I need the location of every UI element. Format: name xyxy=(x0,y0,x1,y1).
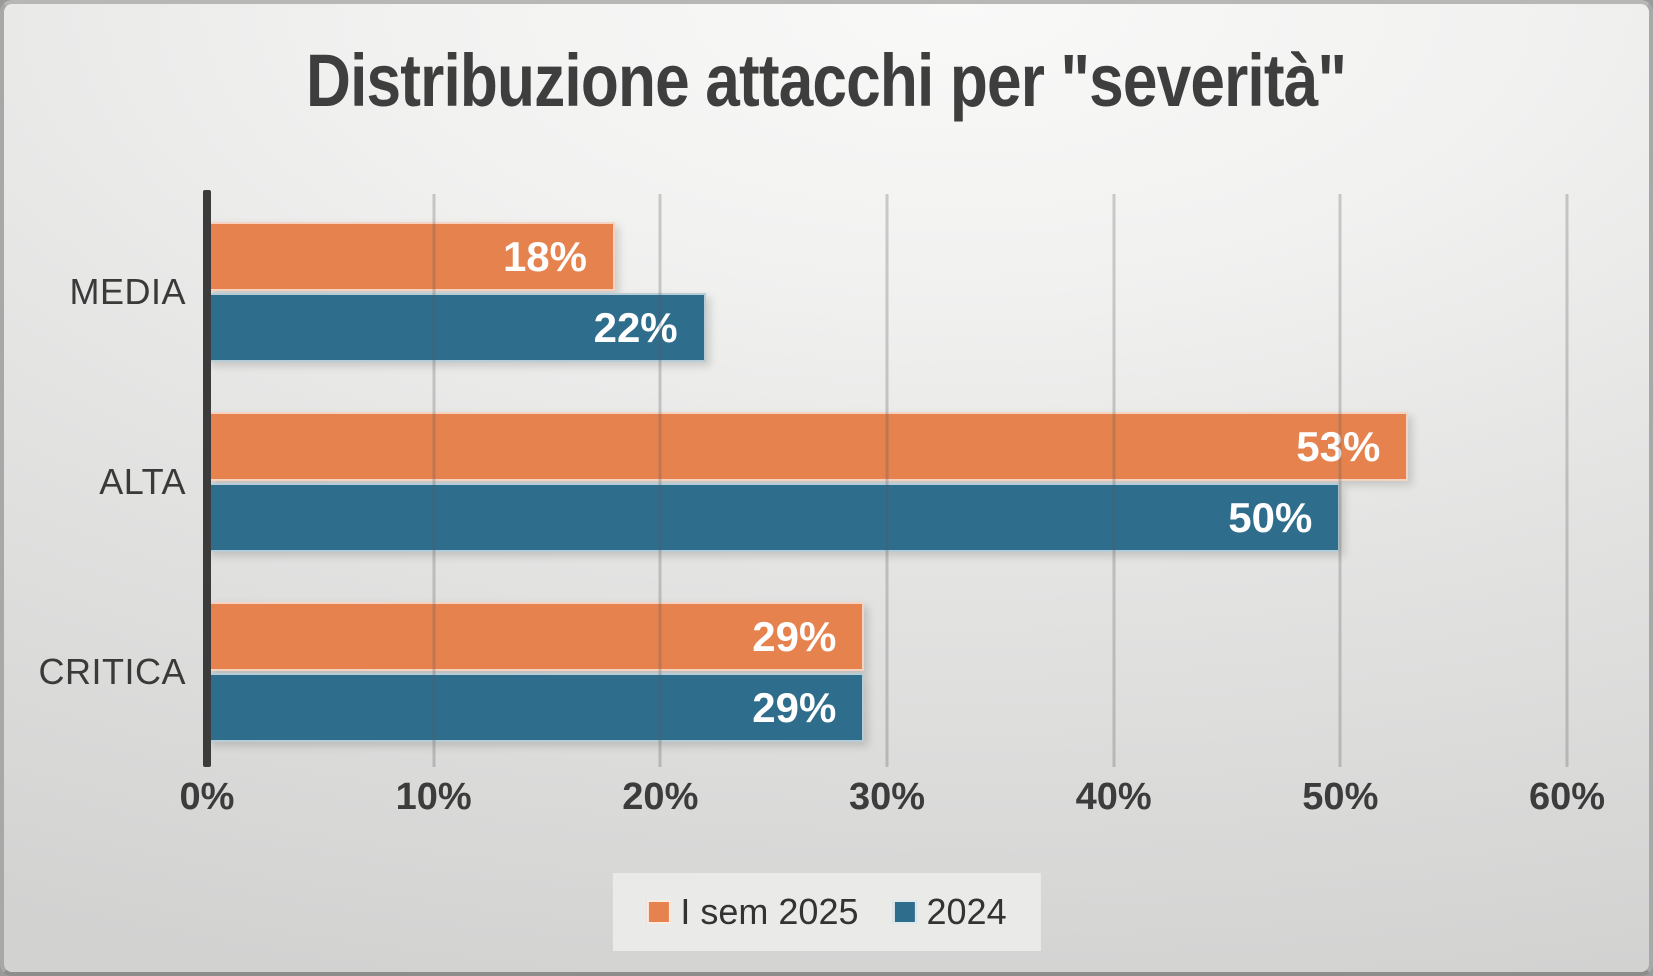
bar-value-label: 50% xyxy=(1228,493,1313,541)
bar-value-label: 22% xyxy=(593,303,678,351)
x-tick-label-60-: 60% xyxy=(1528,776,1606,818)
gridline-60 xyxy=(1565,194,1569,767)
bar-2024-alta: 50% xyxy=(207,483,1341,552)
category-label-critica: CRITICA xyxy=(38,651,186,692)
legend-item-2024: 2024 xyxy=(892,891,1007,933)
y-axis-category-labels: MEDIA ALTA CRITICA xyxy=(4,194,186,767)
category-label-media: MEDIA xyxy=(69,271,186,312)
y-axis-line xyxy=(203,190,211,767)
legend: I sem 2025 2024 xyxy=(612,873,1041,951)
bar-i-sem-2025-critica: 29% xyxy=(207,602,865,671)
legend-label: I sem 2025 xyxy=(680,891,859,932)
gridline-30 xyxy=(885,194,889,767)
x-axis: 0% 10% 20% 30% 40% 50% 60% xyxy=(180,776,1605,828)
bar-value-label: 29% xyxy=(752,683,837,731)
bar-value-label: 29% xyxy=(752,612,837,660)
x-tick-label-10-: 10% xyxy=(395,776,472,818)
x-tick-label-50-: 50% xyxy=(1302,776,1379,818)
gridline-50 xyxy=(1338,194,1342,767)
gridline-10 xyxy=(432,194,436,767)
bar-value-label: 53% xyxy=(1296,422,1381,470)
x-tick-label-30-: 30% xyxy=(848,776,926,818)
legend-item-i-sem-2025: I sem 2025 xyxy=(646,891,859,933)
bar-i-sem-2025-alta: 53% xyxy=(207,412,1409,481)
x-tick-label-20-: 20% xyxy=(622,776,699,818)
bar-i-sem-2025-media: 18% xyxy=(207,222,615,291)
gridline-20 xyxy=(658,194,662,767)
legend-label: 2024 xyxy=(926,891,1007,932)
bar-2024-media: 22% xyxy=(207,293,706,362)
x-tick-label-40-: 40% xyxy=(1075,776,1152,818)
chart-title: Distribuzione attacchi per "severità" xyxy=(4,38,1649,123)
plot-area: 18% 22% 53% 50% 29% 29% xyxy=(203,190,1569,767)
legend-swatch-orange xyxy=(646,900,671,924)
legend-swatch-teal xyxy=(892,900,917,924)
category-label-alta: ALTA xyxy=(99,461,186,502)
chart-title-text: Distribuzione attacchi per "severità" xyxy=(306,39,1347,122)
gridline-40 xyxy=(1112,194,1116,767)
bar-value-label: 18% xyxy=(502,232,587,280)
bar-2024-critica: 29% xyxy=(207,673,865,742)
x-tick-label-0-: 0% xyxy=(179,776,235,818)
